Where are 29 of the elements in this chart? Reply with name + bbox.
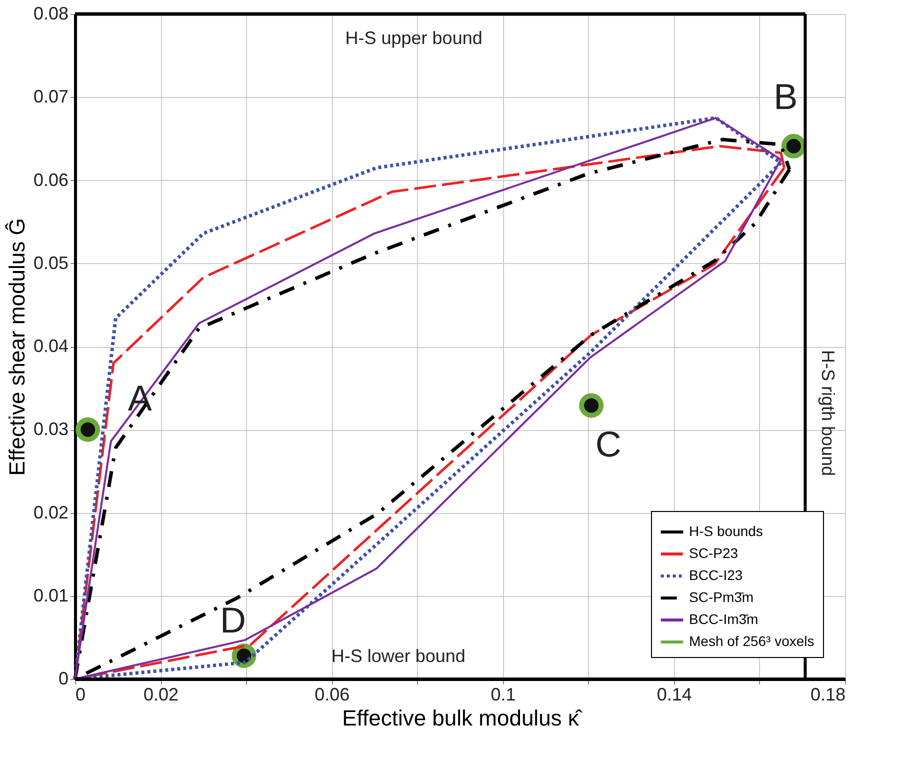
x-tick-label: 0.02 [144,684,179,704]
annotation: C [595,424,622,465]
y-tick-label: 0 [58,668,68,688]
legend-label: BCC-I23 [689,567,743,583]
y-axis-title: Effective shear modulus Ĝ [4,218,30,476]
y-tick-label: 0.07 [33,86,68,107]
x-tick-label: 0.14 [656,684,692,704]
y-tick-label: 0.05 [33,252,68,273]
y-tick-label: 0.06 [33,170,68,190]
x-tick-label: 0.18 [810,684,846,704]
annotation: H-S upper bound [345,28,482,48]
x-tick-label: 0 [76,684,86,704]
annotation: D [220,600,246,641]
x-tick-label: 0.1 [490,684,516,704]
y-tick-label: 0.04 [33,336,68,356]
y-tick-label: 0.03 [33,419,68,440]
legend-label: SC-Pm3̄m [689,589,754,605]
ref-line-label: H-S lower bound [331,646,466,666]
legend-label: Mesh of 256³ voxels [689,633,814,649]
annotation: B [774,76,798,118]
ref-line-label: H-S rigth bound [818,350,838,476]
y-tick-label: 0.02 [33,502,68,522]
legend-label: BCC-Im3̄m [689,611,758,627]
y-tick-label: 0.01 [33,585,68,606]
legend-label: SC-P23 [689,545,738,561]
y-tick-label: 0.08 [33,4,68,24]
x-tick-label: 0.06 [314,684,350,704]
legend-label: H-S bounds [689,523,763,539]
x-axis-title: Effective bulk modulus κ̂ [342,706,583,730]
